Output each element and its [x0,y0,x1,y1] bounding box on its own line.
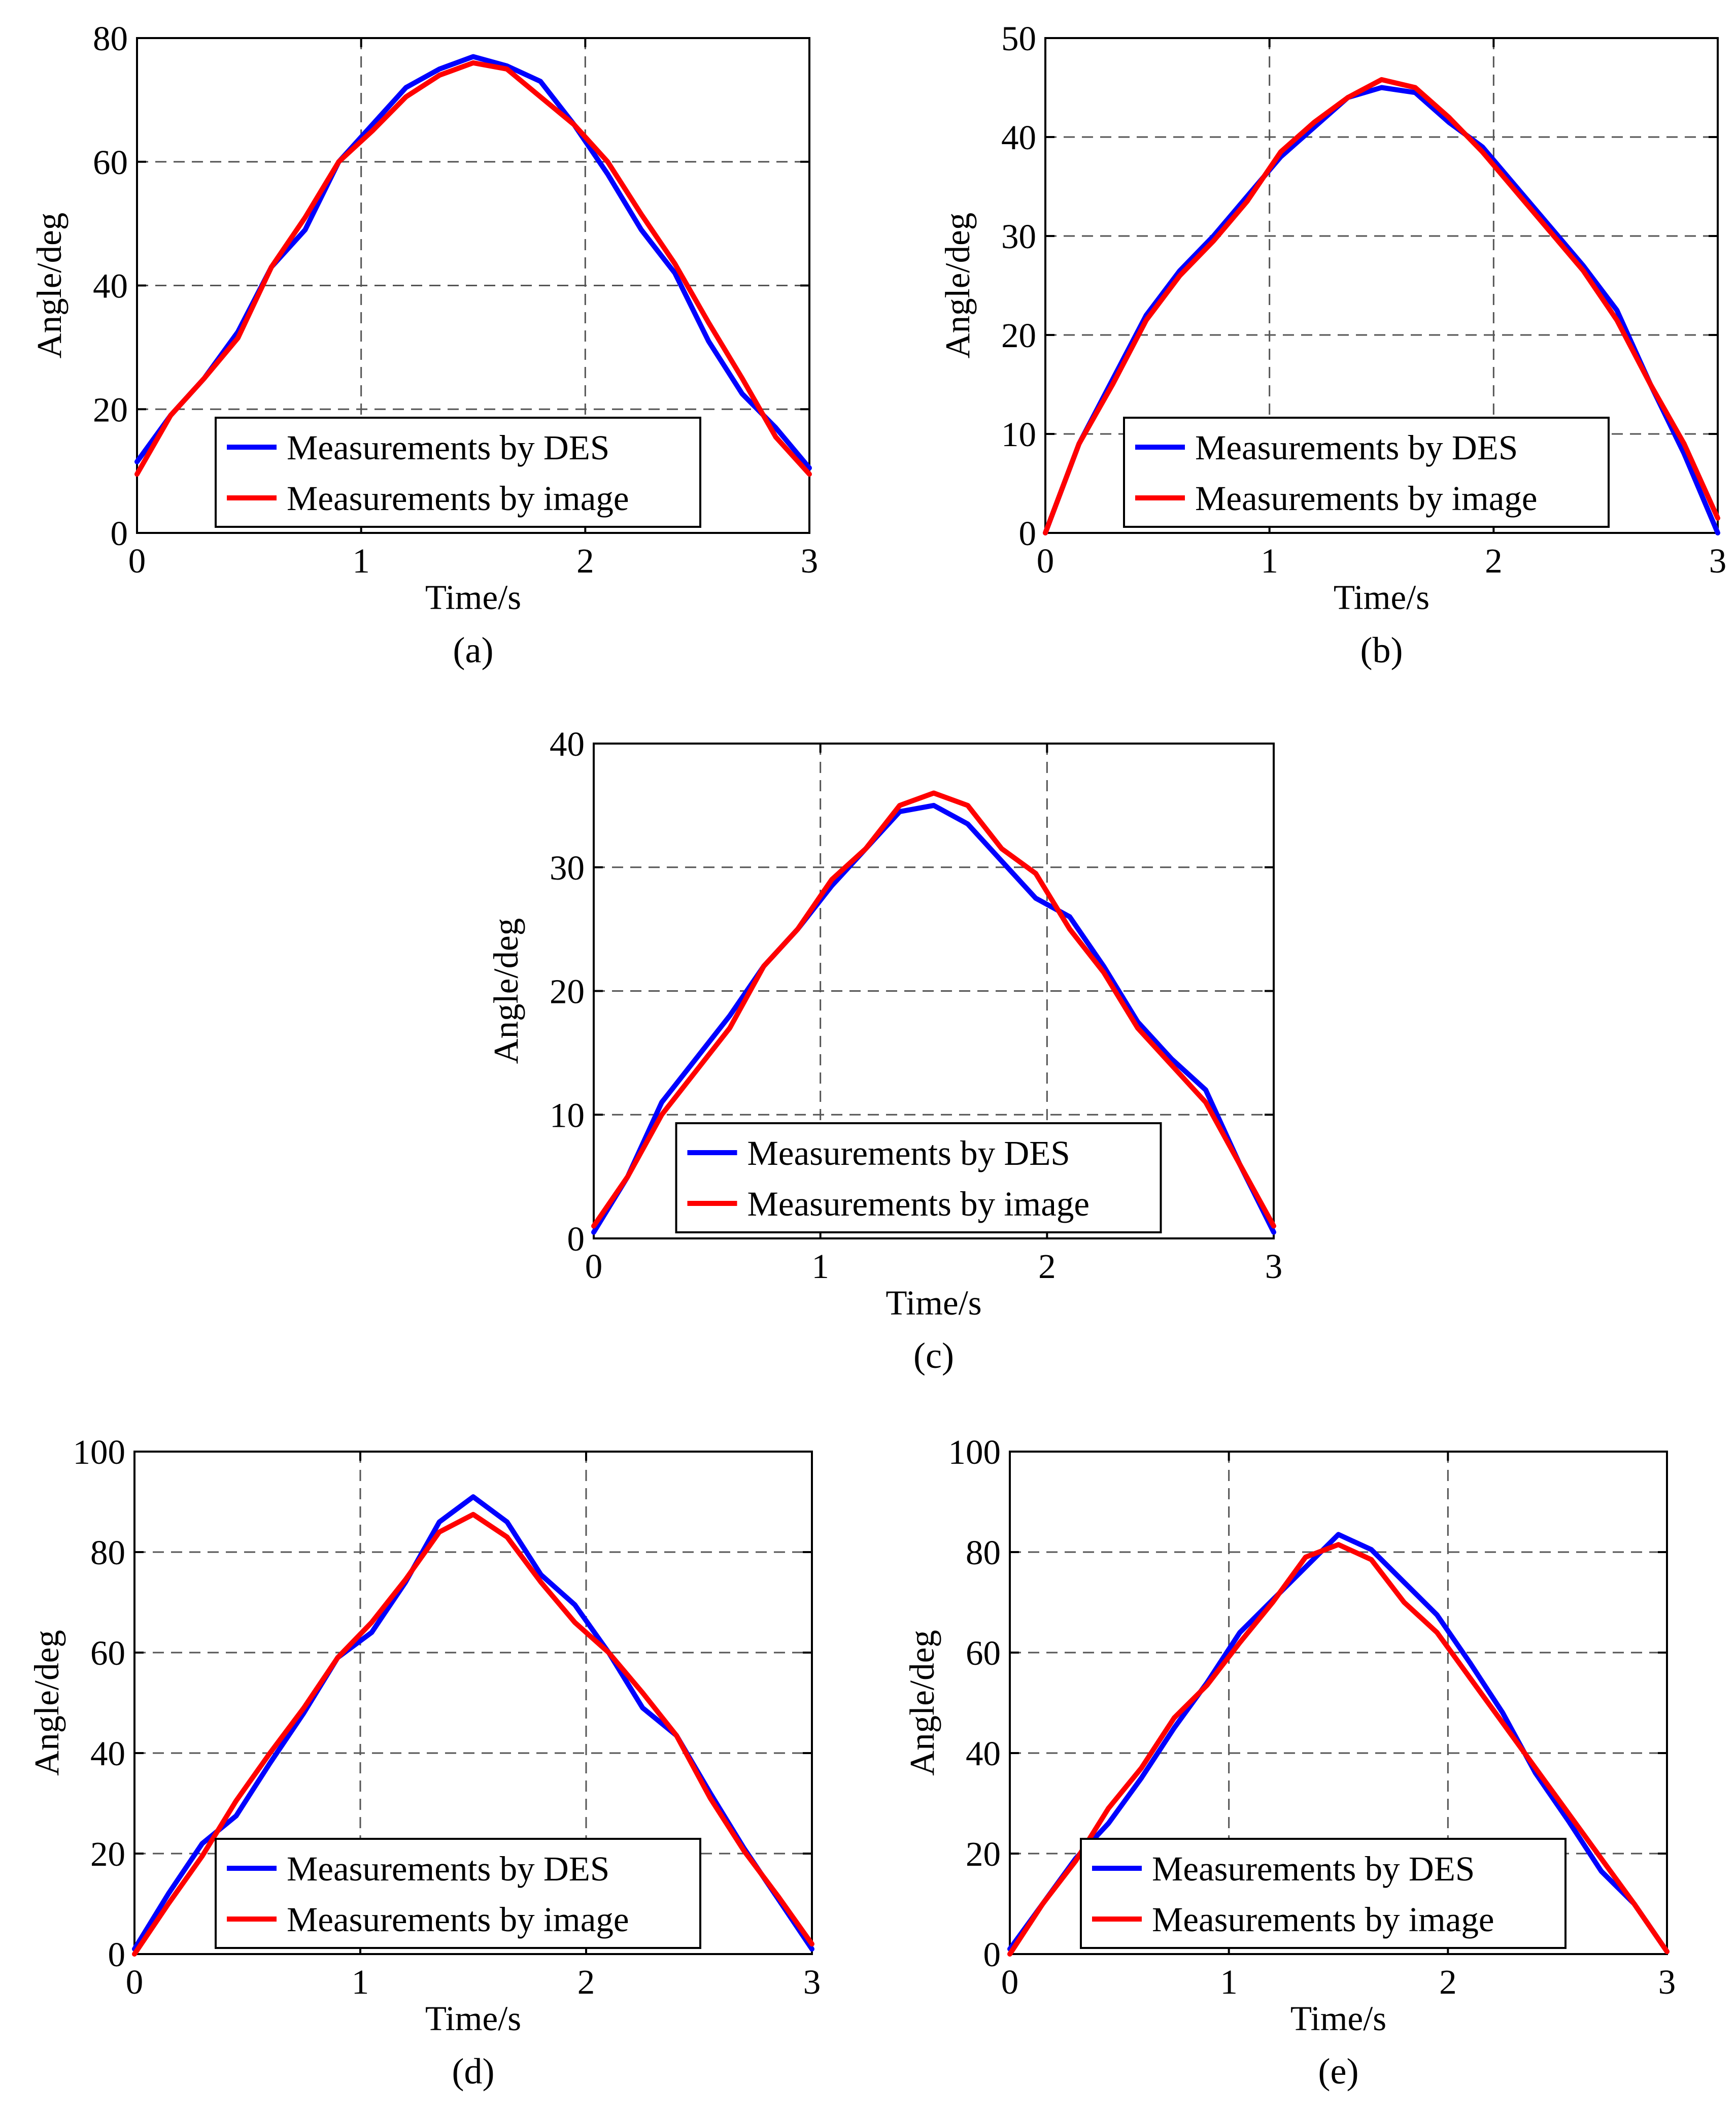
x-axis-label: Time/s [425,1999,521,2038]
x-tick-label: 3 [803,1963,821,2001]
legend-label-image: Measurements by image [287,479,629,518]
y-tick-label: 50 [1001,19,1036,58]
panel-caption: (b) [1360,630,1403,670]
y-tick-label: 0 [1019,514,1037,553]
y-tick-label: 80 [93,19,128,58]
x-tick-label: 3 [801,542,819,580]
y-axis-label: Angle/deg [30,213,69,358]
plot-frame [133,1451,813,1955]
x-tick-label: 3 [1265,1247,1283,1286]
legend-label-des: Measurements by DES [287,1850,609,1888]
legend: Measurements by DES Measurements by image [1123,417,1610,528]
legend-label-image: Measurements by image [287,1900,629,1939]
y-tick-label: 20 [966,1835,1001,1873]
y-tick-label: 0 [567,1220,585,1258]
x-tick-label: 0 [585,1247,603,1286]
chart-d: 0 1 2 3 0 20 40 60 80 100 Time/s Angle/deg (d) Measur… [27,1433,821,2092]
y-tick-label: 0 [111,514,128,553]
x-tick-label: 2 [576,542,594,580]
x-tick-label: 0 [1001,1963,1019,2001]
x-tick-label: 1 [1220,1963,1238,2001]
legend: Measurements by DES Measurements by image [215,417,701,528]
x-tick-label: 0 [126,1963,144,2001]
y-tick-label: 0 [108,1935,126,1974]
legend: Measurements by DES Measurements by image [215,1838,701,1949]
legend-box [675,1122,1162,1233]
x-tick-label: 1 [352,542,370,580]
y-axis-label: Angle/deg [903,1630,941,1775]
x-tick-label: 2 [577,1963,595,2001]
legend-label-image: Measurements by image [747,1185,1090,1223]
x-tick-label: 2 [1485,542,1503,580]
x-tick-label: 1 [811,1247,829,1286]
y-tick-label: 20 [90,1835,125,1873]
x-tick-label: 2 [1038,1247,1056,1286]
y-tick-label: 30 [550,849,585,887]
x-tick-label: 0 [1037,542,1054,580]
x-axis-label: Time/s [1290,1999,1386,2038]
chart-c: 0 1 2 3010203040Time/sAngle/deg(c)Measureme… [487,725,1282,1376]
legend-label-des: Measurements by DES [747,1134,1070,1172]
x-tick-label: 1 [352,1963,369,2001]
x-axis-label: Time/s [1334,578,1429,617]
y-tick-label: 40 [90,1734,125,1773]
panel-caption: (a) [453,630,494,670]
legend-box [1080,1838,1567,1949]
x-axis-label: Time/s [425,578,521,617]
legend-label-des: Measurements by DES [1195,428,1518,467]
y-axis-label: Angle/deg [487,918,525,1064]
chart-a: 0 1 2 3 0 20 40 60 80 Time/s Angle/deg (a) Measureme… [30,19,818,670]
y-tick-label: 60 [93,143,128,182]
legend: Measurements by DES Measurements by image [1080,1838,1567,1949]
legend-label-image: Measurements by image [1195,479,1537,518]
panel-caption: (e) [1318,2051,1359,2092]
legend-label-des: Measurements by DES [1152,1850,1475,1888]
y-tick-label: 10 [550,1096,585,1134]
x-axis-label: Time/s [886,1284,981,1322]
y-axis-label: Angle/deg [27,1630,66,1775]
legend-label-des: Measurements by DES [287,428,609,467]
legend-box [215,417,701,528]
x-tick-label: 2 [1439,1963,1457,2001]
y-axis-label: Angle/deg [938,213,977,358]
plot-frame [1009,1451,1668,1955]
y-tick-label: 20 [1001,316,1036,355]
y-tick-label: 40 [1001,118,1036,157]
y-tick-label: 20 [550,972,585,1011]
y-tick-label: 20 [93,390,128,429]
y-tick-label: 80 [966,1533,1001,1572]
legend: Measurements by DES Measurements by image [675,1122,1162,1233]
y-tick-label: 10 [1001,415,1036,454]
y-tick-label: 100 [73,1433,126,1471]
legend-box [215,1838,701,1949]
series-line-image [134,60,812,477]
y-tick-label: 40 [550,725,585,763]
y-tick-label: 80 [90,1533,125,1572]
x-tick-label: 0 [128,542,146,580]
legend-label-image: Measurements by image [1152,1900,1494,1939]
chart-b: 0 1 2 301020304050Time/sAngle/deg(b)Measure… [938,19,1726,670]
series-line-des [134,54,812,470]
plot-frame [1044,37,1719,534]
y-tick-label: 40 [93,267,128,306]
x-tick-label: 3 [1658,1963,1676,2001]
panel-caption: (c) [913,1335,954,1376]
y-tick-label: 60 [90,1634,125,1672]
legend-box [1123,417,1610,528]
chart-e: 0 1 2 3 0 20 40 60 80 100 Time/s Angle/deg (e) Measur… [903,1433,1676,2092]
y-tick-label: 30 [1001,217,1036,256]
y-tick-label: 100 [948,1433,1001,1471]
x-tick-label: 1 [1261,542,1278,580]
y-tick-label: 60 [966,1634,1001,1672]
y-tick-label: 0 [983,1935,1001,1974]
panel-caption: (d) [452,2051,495,2092]
x-tick-label: 3 [1709,542,1727,580]
y-tick-label: 40 [966,1734,1001,1773]
